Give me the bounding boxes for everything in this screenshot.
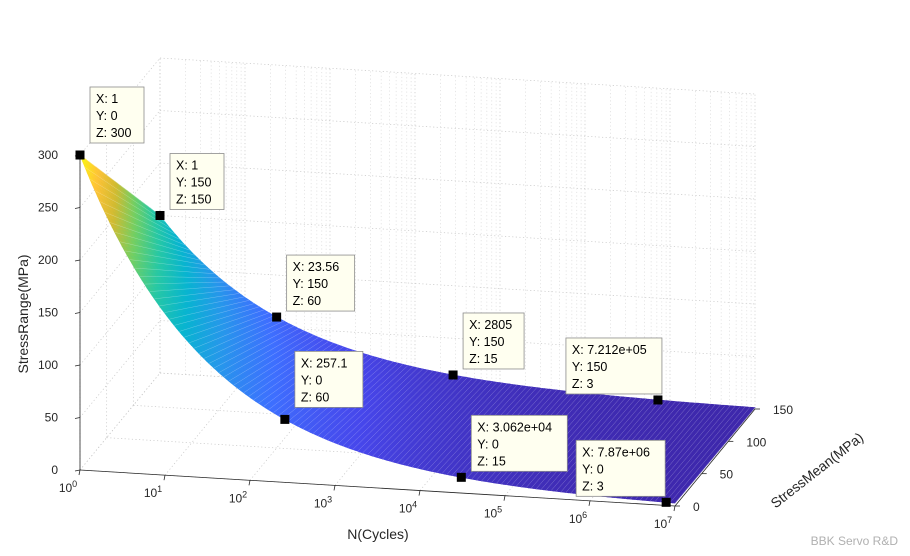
floor-grid-x [165, 378, 245, 475]
